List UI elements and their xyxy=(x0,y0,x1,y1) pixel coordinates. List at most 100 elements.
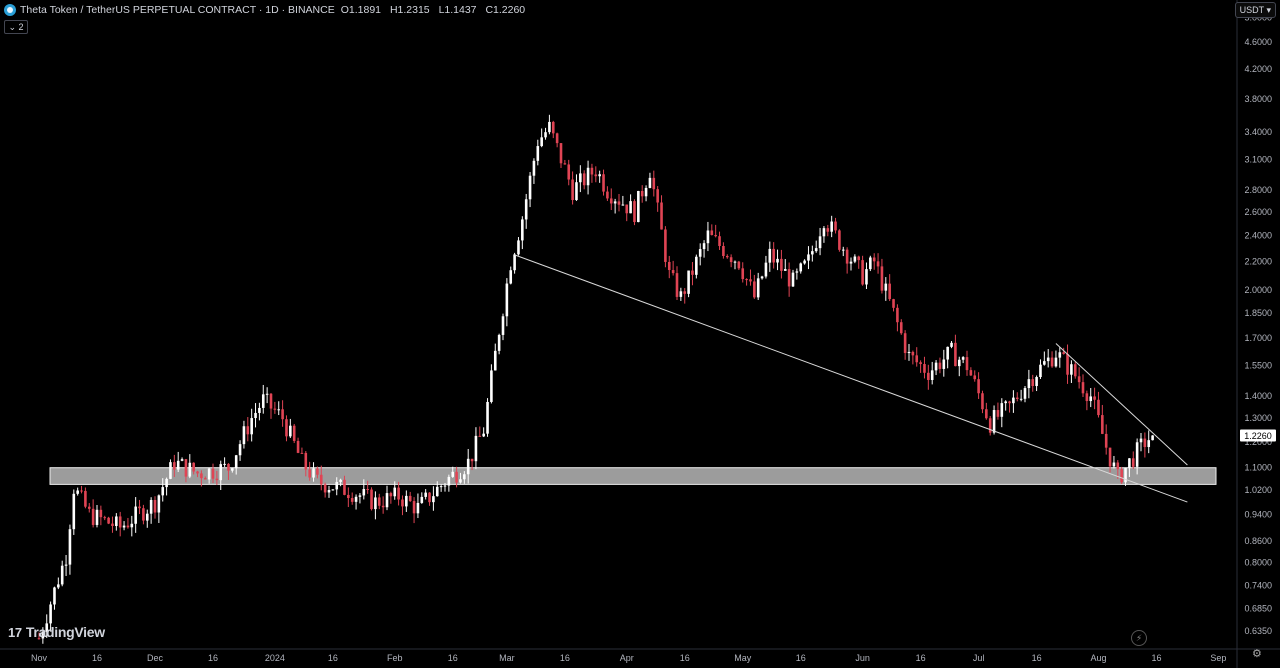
candle-up xyxy=(1043,361,1046,365)
symbol-header[interactable]: Theta Token / TetherUS PERPETUAL CONTRAC… xyxy=(4,3,531,17)
candle-up xyxy=(374,497,377,510)
x-tick-label: Jun xyxy=(855,653,870,663)
x-tick-label: Dec xyxy=(147,653,164,663)
candle-up xyxy=(957,359,961,367)
candle-up xyxy=(115,516,118,526)
lightning-icon[interactable]: ⚡ xyxy=(1131,630,1147,646)
y-tick-label: 3.1000 xyxy=(1244,155,1272,165)
candle-up xyxy=(474,435,478,462)
candle-up xyxy=(420,496,424,503)
candle-up xyxy=(76,490,79,494)
candle-down xyxy=(691,270,694,275)
candle-up xyxy=(289,425,292,437)
candle-down xyxy=(737,261,741,269)
candle-down xyxy=(954,342,957,367)
candle-up xyxy=(277,409,281,411)
indicator-count: 2 xyxy=(18,22,24,32)
candle-up xyxy=(869,257,872,270)
candle-up xyxy=(621,204,625,206)
candle-down xyxy=(729,257,733,263)
candle-up xyxy=(760,276,764,279)
y-tick-label: 2.6000 xyxy=(1244,207,1272,217)
open-value: O1.1891 xyxy=(340,4,382,16)
candle-up xyxy=(907,351,911,354)
candle-down xyxy=(872,257,876,262)
candle-up xyxy=(149,499,153,514)
candle-down xyxy=(1131,458,1135,467)
candle-down xyxy=(965,357,969,371)
x-tick-label: 16 xyxy=(680,653,690,663)
candle-up xyxy=(544,132,547,138)
candle-down xyxy=(996,410,1000,417)
descending-support-trendline xyxy=(514,254,1188,503)
candle-down xyxy=(316,468,319,475)
x-tick-label: May xyxy=(734,653,752,663)
candle-down xyxy=(470,458,474,462)
candle-down xyxy=(296,440,300,453)
candle-up xyxy=(180,459,184,461)
candle-up xyxy=(946,346,949,360)
candle-up xyxy=(791,272,795,287)
candle-up xyxy=(497,334,501,351)
candle-down xyxy=(184,459,188,477)
candle-up xyxy=(524,199,528,220)
candle-up xyxy=(242,426,246,445)
candle-up xyxy=(830,221,833,232)
tradingview-logo: 17 TradingView xyxy=(8,624,105,640)
candle-up xyxy=(265,393,269,395)
candle-up xyxy=(41,631,45,639)
candle-down xyxy=(664,229,667,262)
candle-up xyxy=(579,173,582,183)
candle-down xyxy=(683,291,687,294)
candle-up xyxy=(447,476,451,486)
candle-down xyxy=(173,462,176,470)
x-tick-label: 16 xyxy=(328,653,338,663)
candle-up xyxy=(807,254,810,261)
candle-down xyxy=(780,258,783,271)
candle-down xyxy=(300,452,304,454)
x-tick-label: Jul xyxy=(973,653,985,663)
candle-down xyxy=(138,506,141,509)
y-tick-label: 1.0200 xyxy=(1244,485,1272,495)
candle-down xyxy=(555,133,559,144)
candle-up xyxy=(393,487,397,497)
y-tick-label: 4.2000 xyxy=(1244,64,1272,74)
candle-up xyxy=(493,350,497,371)
candle-down xyxy=(640,190,644,197)
candle-up xyxy=(169,462,172,479)
candle-down xyxy=(969,370,973,376)
candle-up xyxy=(1112,462,1116,467)
candle-down xyxy=(667,261,671,271)
y-tick-label: 4.6000 xyxy=(1244,37,1272,47)
candle-up xyxy=(219,464,223,481)
candle-up xyxy=(443,485,447,487)
candle-down xyxy=(834,221,837,231)
candle-up xyxy=(811,251,814,255)
x-tick-label: 16 xyxy=(448,653,458,663)
candle-up xyxy=(1039,364,1042,378)
x-tick-label: 16 xyxy=(208,653,218,663)
candle-down xyxy=(845,249,849,264)
candle-up xyxy=(207,468,211,480)
x-tick-label: Sep xyxy=(1210,653,1226,663)
y-tick-label: 2.8000 xyxy=(1244,185,1272,195)
currency-selector[interactable]: USDT ▾ xyxy=(1234,2,1276,18)
candle-up xyxy=(1135,442,1139,467)
candle-down xyxy=(977,379,980,394)
candle-down xyxy=(308,469,311,478)
candle-down xyxy=(1108,447,1112,467)
candle-down xyxy=(319,474,323,485)
candle-down xyxy=(787,269,791,287)
candle-up xyxy=(814,248,818,252)
indicator-collapse-button[interactable]: ⌄ 2 xyxy=(4,20,28,34)
candle-up xyxy=(254,412,257,419)
candle-down xyxy=(1077,376,1081,383)
candle-up xyxy=(335,481,339,490)
candle-up xyxy=(536,146,540,161)
candle-up xyxy=(339,479,342,482)
gear-icon[interactable]: ⚙ xyxy=(1252,648,1262,660)
candle-up xyxy=(424,492,427,497)
candle-down xyxy=(602,174,605,192)
candle-down xyxy=(888,283,891,300)
